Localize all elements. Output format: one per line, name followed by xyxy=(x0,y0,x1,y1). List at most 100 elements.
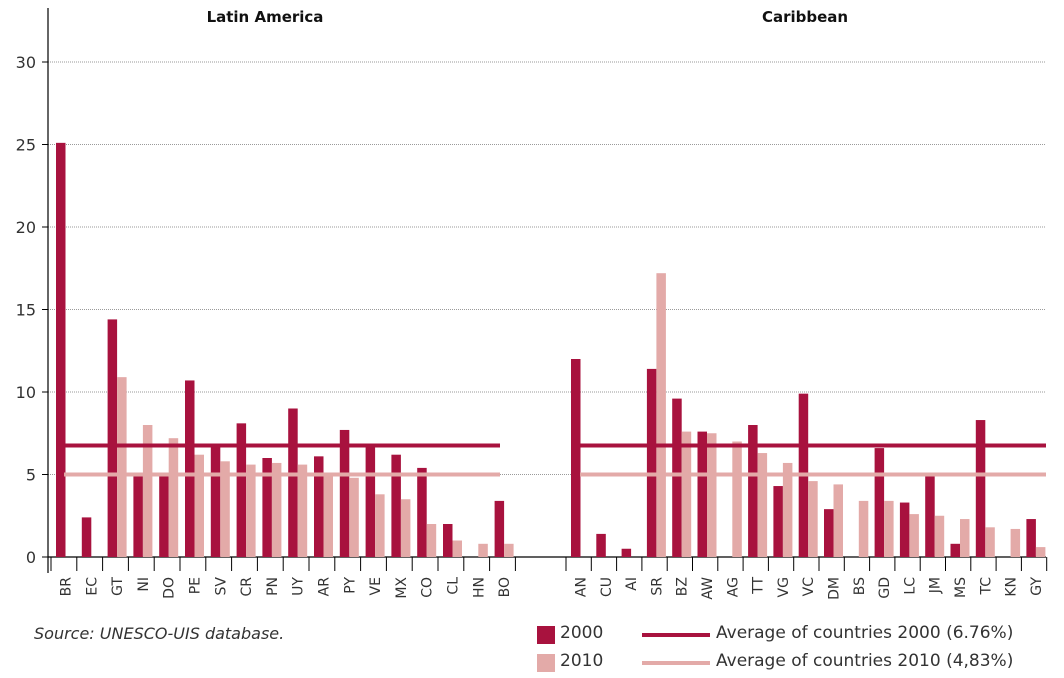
source-note: Source: UNESCO-UIS database. xyxy=(34,624,285,643)
y-tick-label: 10 xyxy=(16,383,36,402)
bar-2010-aw xyxy=(707,433,717,557)
legend-swatch-2000 xyxy=(537,626,555,644)
bar-2000-mx xyxy=(391,454,401,557)
bar-2010-cr xyxy=(246,464,256,557)
x-tick-label: PE xyxy=(188,577,204,594)
x-tick-label: CO xyxy=(420,577,436,598)
bar-2000-bo xyxy=(494,500,505,557)
bar-2010-mx xyxy=(400,499,411,557)
bar-2010-ms xyxy=(960,519,970,557)
x-tick-label: TC xyxy=(978,577,994,596)
y-tick-label: 20 xyxy=(16,218,36,237)
y-tick-label: 15 xyxy=(16,301,36,320)
bar-2010-bo xyxy=(504,543,514,557)
bar-2000-lc xyxy=(899,502,910,557)
bar-2000-dm xyxy=(824,509,834,557)
x-tick-label: SV xyxy=(213,577,229,596)
x-tick-label: MX xyxy=(394,577,410,599)
x-tick-label: BS xyxy=(852,577,868,595)
legend-label-avg-2010: Average of countries 2010 (4,83%) xyxy=(716,651,1014,671)
bar-2010-bz xyxy=(681,431,692,557)
x-tick-label: BZ xyxy=(675,577,691,596)
bar-2000-vg xyxy=(773,486,783,557)
y-tick-label: 30 xyxy=(16,53,36,72)
bar-2000-cr xyxy=(236,423,247,557)
y-tick-label: 5 xyxy=(26,466,36,485)
x-tick-label: KN xyxy=(1004,577,1020,597)
x-tick-label: HN xyxy=(471,577,487,598)
bar-2000-ni xyxy=(133,472,143,557)
bar-2000-pe xyxy=(185,380,195,557)
bar-2010-pn xyxy=(271,462,282,557)
bar-2010-bs xyxy=(858,500,869,557)
x-tick-label: AG xyxy=(725,577,741,597)
y-tick-label: 25 xyxy=(16,136,36,155)
x-tick-label: AI xyxy=(624,577,640,591)
y-tick-label: 0 xyxy=(26,548,36,567)
bar-2010-vg xyxy=(782,462,793,557)
bar-2010-co xyxy=(426,524,437,557)
bar-2000-ve xyxy=(365,444,376,557)
x-tick-label: MS xyxy=(953,577,969,598)
bar-2000-cl xyxy=(443,524,453,557)
legend-label-2010: 2010 xyxy=(560,651,604,671)
bar-2000-gy xyxy=(1026,519,1036,557)
bar-2000-an xyxy=(571,359,581,557)
bar-2010-tc xyxy=(985,527,995,557)
bar-2000-jm xyxy=(925,476,935,557)
x-tick-label: AN xyxy=(574,577,590,597)
x-tick-label: DM xyxy=(827,577,843,600)
bar-2010-ve xyxy=(375,494,385,557)
legend-line-avg-2000 xyxy=(642,633,710,637)
bar-2000-ar xyxy=(314,456,324,557)
bar-2000-uy xyxy=(288,408,298,557)
bar-2010-uy xyxy=(297,464,308,557)
bar-2010-kn xyxy=(1010,528,1021,557)
x-tick-label: BO xyxy=(497,577,513,597)
bar-2010-ni xyxy=(142,425,153,557)
x-tick-label: GY xyxy=(1029,577,1045,596)
x-tick-label: VC xyxy=(801,577,817,597)
bar-2000-tt xyxy=(748,425,758,557)
bar-2010-sv xyxy=(220,461,230,557)
x-tick-label: LC xyxy=(902,577,918,595)
bar-2000-aw xyxy=(697,431,707,557)
bar-2000-br xyxy=(56,142,66,557)
bar-2010-py xyxy=(349,477,359,557)
bar-2000-pn xyxy=(262,458,272,557)
bar-2000-sv xyxy=(210,444,221,557)
x-tick-label: SR xyxy=(649,577,665,596)
bar-2010-jm xyxy=(934,515,945,557)
x-tick-label: UY xyxy=(291,577,307,596)
bar-2000-ec xyxy=(81,517,92,557)
x-tick-label: CL xyxy=(446,577,462,595)
bar-2010-gd xyxy=(884,500,894,557)
bar-2010-cl xyxy=(452,540,462,557)
bar-2000-gt xyxy=(107,319,118,557)
legend-swatch-2010 xyxy=(537,654,555,672)
bar-2010-sr xyxy=(656,273,666,557)
bar-2010-gt xyxy=(117,377,127,557)
x-tick-label: GD xyxy=(877,577,893,599)
bar-2010-dm xyxy=(833,484,843,557)
x-tick-label: AW xyxy=(700,577,716,600)
bar-2000-co xyxy=(417,467,427,557)
x-tick-label: PN xyxy=(265,577,281,596)
panel-title: Caribbean xyxy=(762,8,848,26)
x-tick-label: PY xyxy=(342,577,358,594)
bar-2010-vc xyxy=(808,481,818,557)
bar-2000-gd xyxy=(874,448,885,557)
legend-label-2000: 2000 xyxy=(560,623,604,643)
bar-2000-ai xyxy=(621,548,632,557)
bar-2010-ag xyxy=(732,441,742,557)
x-tick-label: BR xyxy=(59,577,75,597)
x-tick-label: CU xyxy=(599,577,615,597)
bar-2000-tc xyxy=(975,420,986,557)
x-tick-label: AR xyxy=(317,577,333,597)
x-tick-label: VG xyxy=(776,577,792,597)
bar-2000-ms xyxy=(950,543,960,557)
bar-2000-cu xyxy=(596,533,606,557)
x-tick-label: VE xyxy=(368,577,384,595)
bar-2000-do xyxy=(159,472,169,557)
bar-2000-sr xyxy=(646,368,657,557)
